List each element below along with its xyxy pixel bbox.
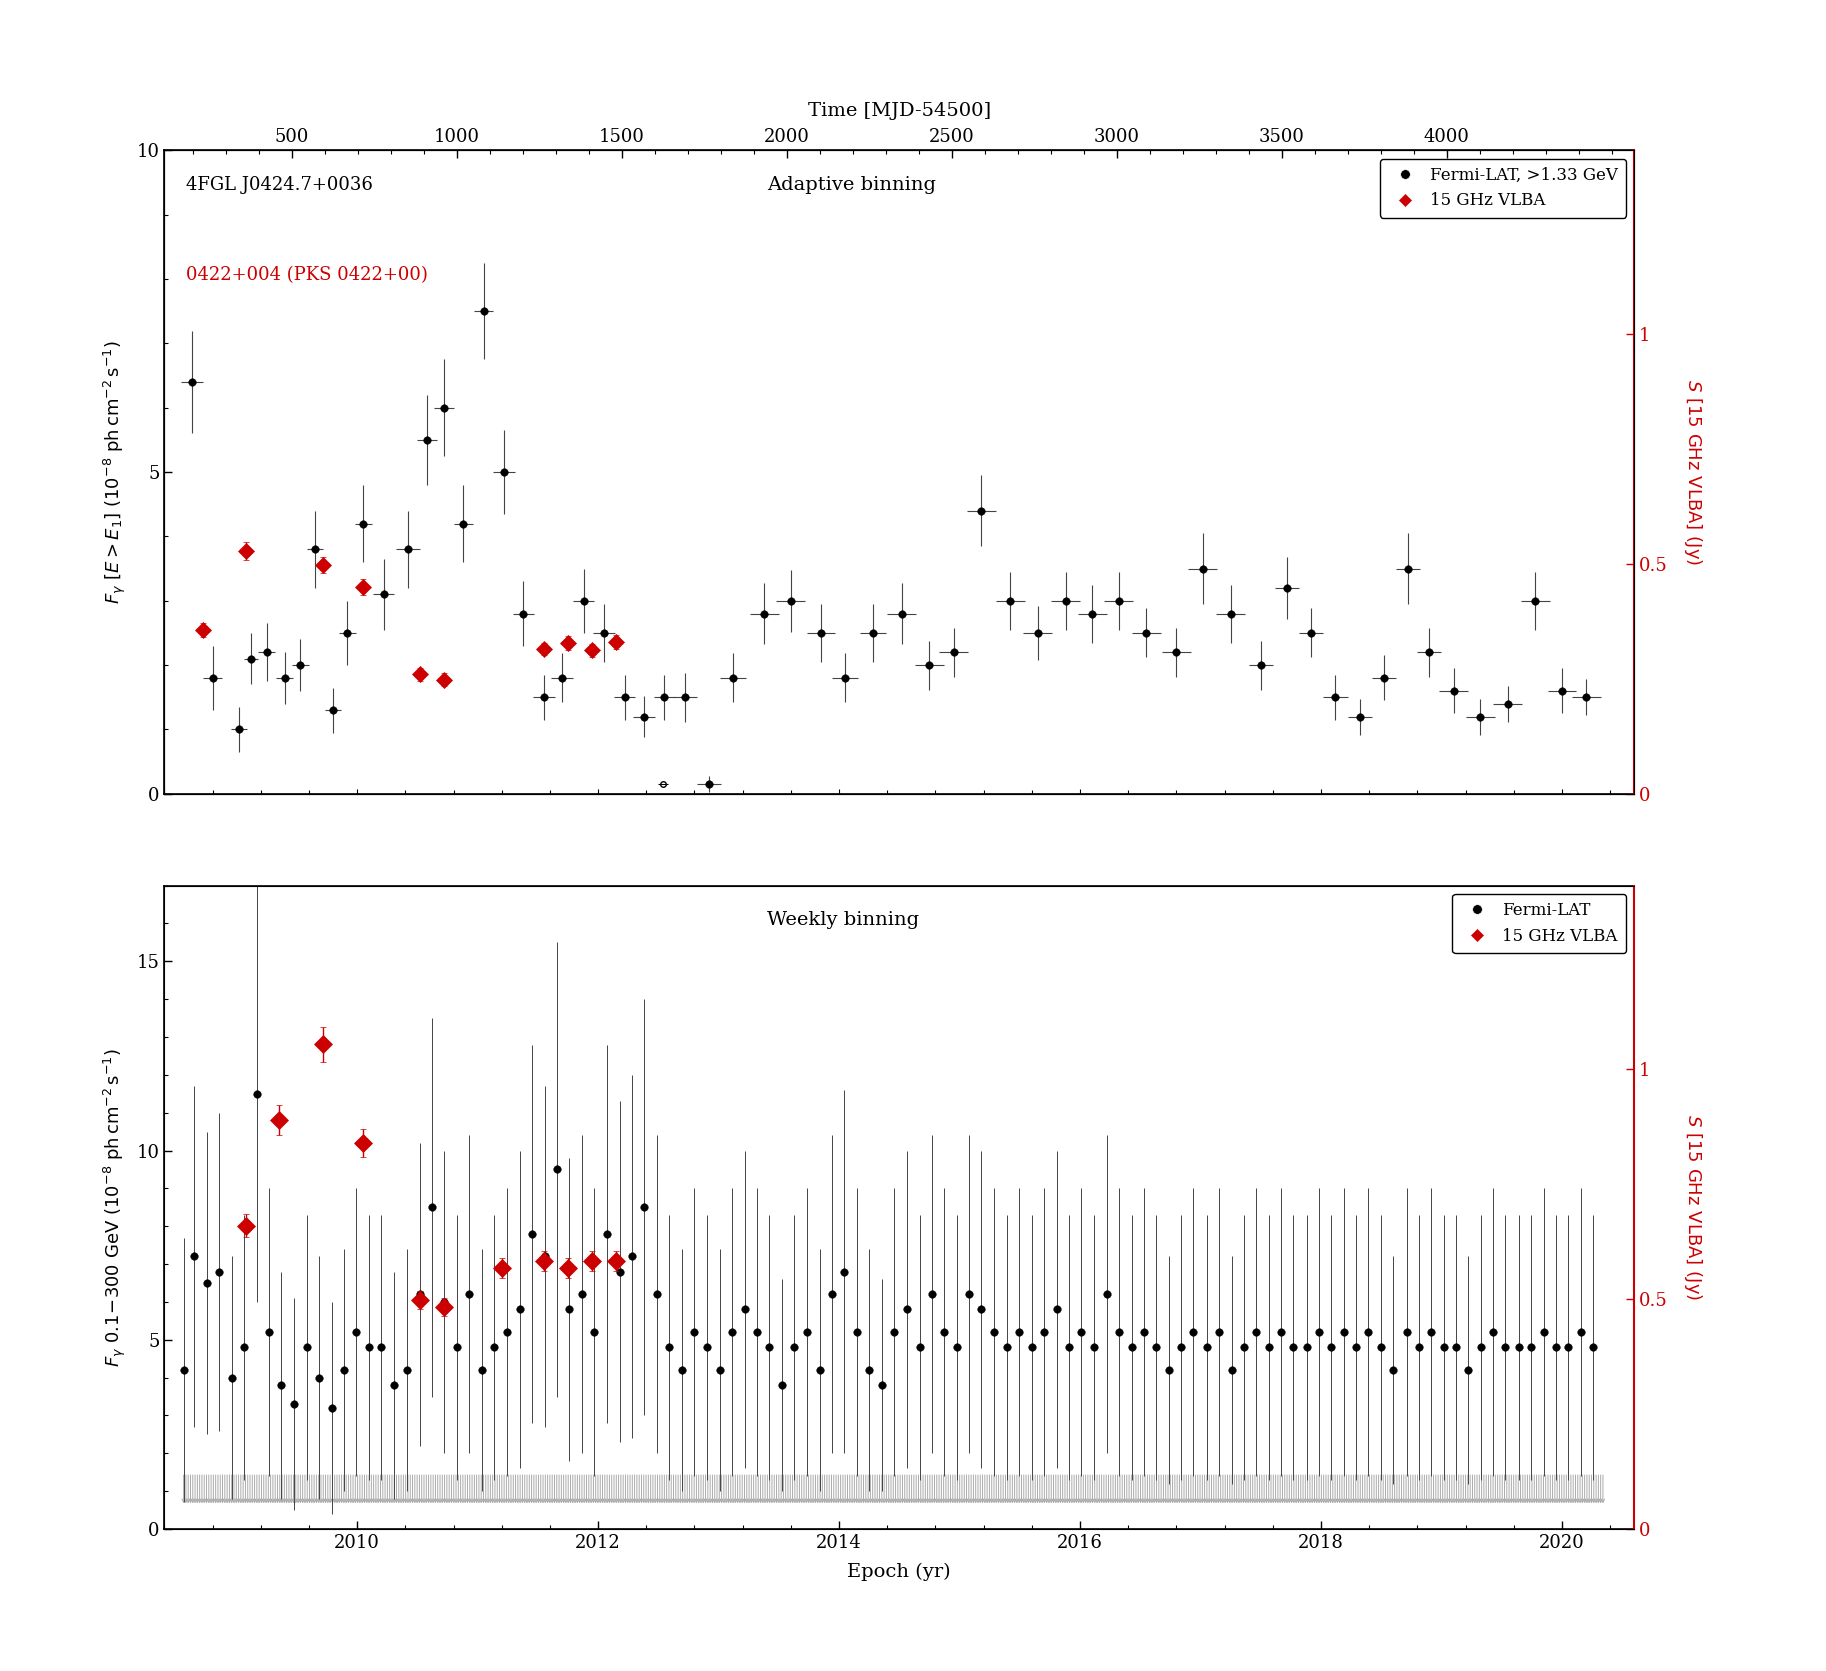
X-axis label: Epoch (yr): Epoch (yr) [847, 1562, 951, 1581]
Text: 0422+004 (PKS 0422+00): 0422+004 (PKS 0422+00) [186, 266, 429, 284]
Y-axis label: $F_\gamma\ [E{>}E_1]\ (10^{-8}\ \mathrm{ph\,cm^{-2}\,s^{-1}})$: $F_\gamma\ [E{>}E_1]\ (10^{-8}\ \mathrm{… [102, 341, 128, 603]
Text: Weekly binning: Weekly binning [767, 911, 918, 929]
Y-axis label: $F_\gamma\ 0.1\!-\!300\ \mathrm{GeV}\ (10^{-8}\ \mathrm{ph\,cm^{-2}\,s^{-1}})$: $F_\gamma\ 0.1\!-\!300\ \mathrm{GeV}\ (1… [102, 1048, 128, 1367]
Text: 4FGL J0424.7+0036: 4FGL J0424.7+0036 [186, 175, 373, 194]
Legend: Fermi-LAT, >1.33 GeV, 15 GHz VLBA: Fermi-LAT, >1.33 GeV, 15 GHz VLBA [1380, 159, 1625, 217]
Text: Adaptive binning: Adaptive binning [767, 175, 937, 194]
Y-axis label: $S\ [15\ \mathrm{GHz\ VLBA}]\ (\mathrm{Jy})$: $S\ [15\ \mathrm{GHz\ VLBA}]\ (\mathrm{J… [1682, 1115, 1704, 1300]
X-axis label: Time [MJD-54500]: Time [MJD-54500] [807, 102, 992, 120]
Y-axis label: $S\ [15\ \mathrm{GHz\ VLBA}]\ (\mathrm{Jy})$: $S\ [15\ \mathrm{GHz\ VLBA}]\ (\mathrm{J… [1682, 379, 1704, 565]
Legend: Fermi-LAT, 15 GHz VLBA: Fermi-LAT, 15 GHz VLBA [1452, 894, 1625, 952]
